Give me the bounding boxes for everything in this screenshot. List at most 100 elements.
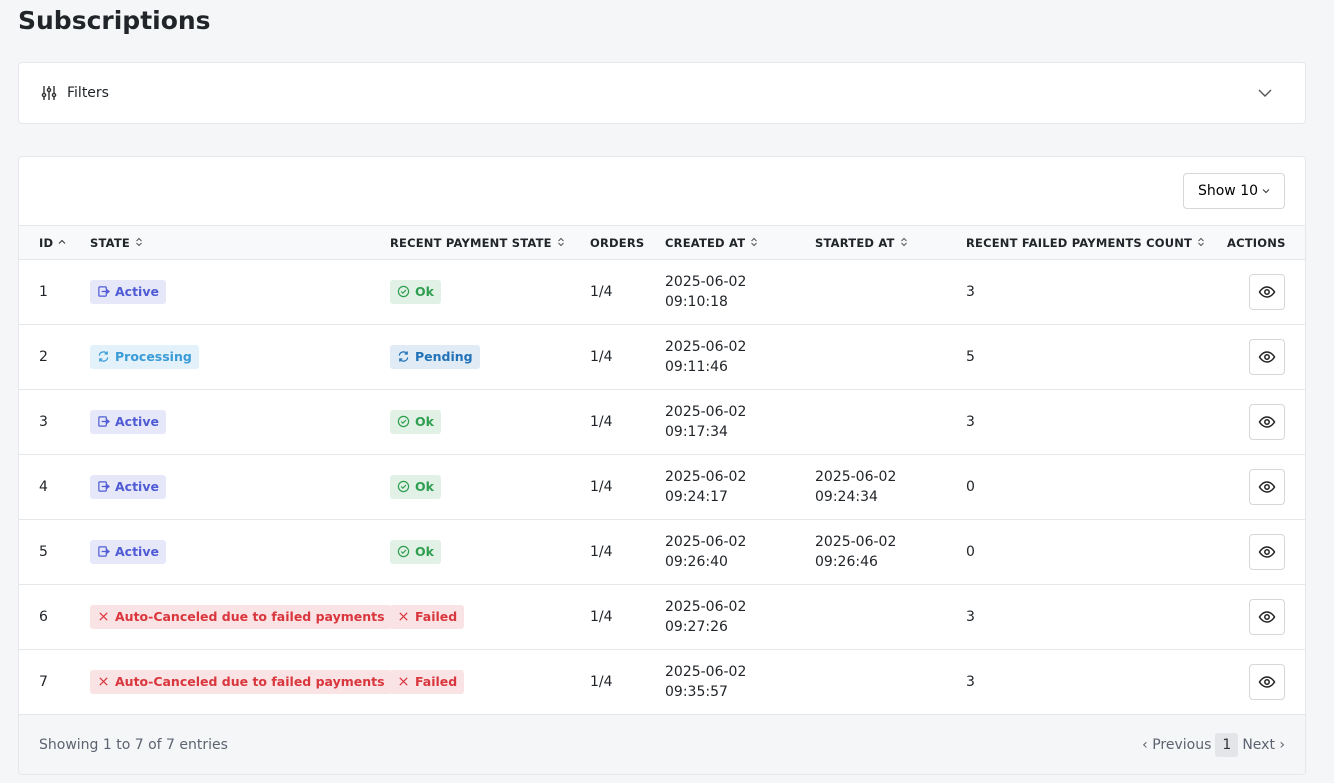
failed-count: 3 — [966, 674, 975, 690]
payment-badge-text: Failed — [415, 673, 458, 689]
filters-panel[interactable]: Filters — [18, 62, 1306, 124]
started-cell — [795, 389, 946, 455]
view-button[interactable] — [1249, 469, 1285, 505]
orders-cell: 1/4 — [570, 324, 645, 390]
eye-icon — [1258, 546, 1276, 558]
id: 6 — [39, 609, 48, 625]
orders: 1/4 — [590, 479, 613, 495]
column-header[interactable]: RECENT PAYMENT STATE — [370, 225, 570, 260]
failed-count: 0 — [966, 544, 975, 560]
datetime: 2025-06-02 09:35:57 — [665, 662, 795, 702]
orders: 1/4 — [590, 609, 613, 625]
id: 1 — [39, 284, 48, 300]
actions-cell — [1207, 519, 1305, 585]
id: 7 — [39, 674, 48, 690]
datetime: 2025-06-02 09:11:46 — [665, 337, 795, 377]
eye-icon — [1258, 676, 1276, 688]
date: 2025-06-02 — [665, 469, 747, 485]
previous-label: Previous — [1152, 736, 1212, 753]
state-cell: Processing — [70, 324, 370, 390]
datetime: 2025-06-02 09:27:26 — [665, 597, 795, 637]
page-button[interactable]: 1 — [1215, 732, 1239, 757]
payment-badge-text: Failed — [415, 608, 458, 624]
eye-icon — [1258, 286, 1276, 298]
sort-icon — [751, 237, 758, 246]
view-button[interactable] — [1249, 274, 1285, 310]
date: 2025-06-02 — [665, 274, 747, 290]
datetime: 2025-06-02 09:26:46 — [815, 532, 946, 572]
column-header[interactable]: STATE — [70, 225, 370, 260]
view-button[interactable] — [1249, 339, 1285, 375]
badge-icon — [399, 677, 408, 686]
state-cell: Active — [70, 519, 370, 585]
orders-cell: 1/4 — [570, 389, 645, 455]
date: 2025-06-02 — [665, 664, 747, 680]
state-badge-text: Active — [115, 543, 159, 559]
column-header: ORDERS — [570, 225, 645, 260]
payment-cell: Ok — [370, 454, 570, 520]
column-header[interactable]: CREATED AT — [645, 225, 795, 260]
started-cell: 2025-06-02 09:24:34 — [795, 454, 946, 520]
payment-badge-text: Ok — [415, 543, 434, 559]
next-button[interactable]: Next › — [1242, 736, 1285, 753]
page-title: Subscriptions — [18, 6, 211, 35]
orders-cell: 1/4 — [570, 454, 645, 520]
filters-label: Filters — [67, 85, 109, 101]
payment-cell: Failed — [370, 649, 570, 715]
chevron — [1262, 189, 1270, 194]
column-label: STATE — [90, 235, 130, 250]
previous-button[interactable]: ‹ Previous — [1142, 736, 1212, 753]
column-header[interactable]: ID — [19, 225, 70, 260]
id: 5 — [39, 544, 48, 560]
count-cell: 5 — [946, 324, 1207, 390]
date: 2025-06-02 — [815, 469, 897, 485]
column-label: ORDERS — [590, 235, 645, 250]
time: 09:35:57 — [665, 684, 728, 700]
id: 4 — [39, 479, 48, 495]
state-badge: Active — [90, 539, 166, 564]
pagination: ‹ Previous 1 Next › — [1142, 732, 1285, 757]
header-row: ID STATE RECENT PAYMENT STATE ORDERS CREATED… — [19, 225, 1305, 260]
state-cell: Active — [70, 389, 370, 455]
date: 2025-06-02 — [665, 534, 747, 550]
time: 09:27:26 — [665, 619, 728, 635]
sort-icon — [1198, 237, 1204, 246]
actions-cell — [1207, 324, 1305, 390]
orders: 1/4 — [590, 674, 613, 690]
started-cell — [795, 259, 946, 325]
badge-icon — [397, 546, 410, 558]
column-label: CREATED AT — [665, 235, 746, 250]
column-header[interactable]: RECENT FAILED PAYMENTS COUNT — [946, 225, 1207, 260]
orders: 1/4 — [590, 414, 613, 430]
failed-count: 3 — [966, 414, 975, 430]
page-size-button[interactable]: Show 10 — [1183, 173, 1285, 209]
datetime: 2025-06-02 09:17:34 — [665, 402, 795, 442]
started-cell — [795, 324, 946, 390]
state-badge-text: Processing — [115, 348, 192, 364]
state-badge: Active — [90, 474, 166, 499]
orders-cell: 1/4 — [570, 519, 645, 585]
entries-summary: Showing 1 to 7 of 7 entries — [39, 736, 228, 753]
count-cell: 3 — [946, 259, 1207, 325]
created-cell: 2025-06-02 09:11:46 — [645, 324, 795, 390]
view-button[interactable] — [1249, 664, 1285, 700]
badge-icon — [397, 286, 410, 298]
column-header[interactable]: STARTED AT — [795, 225, 946, 260]
filter-icon — [41, 86, 57, 100]
state-cell: Active — [70, 454, 370, 520]
badge-icon — [398, 351, 409, 362]
id-cell: 6 — [19, 584, 70, 650]
count-cell: 3 — [946, 389, 1207, 455]
time: 09:11:46 — [665, 359, 728, 375]
badge-icon — [98, 416, 110, 427]
view-button[interactable] — [1249, 599, 1285, 635]
time: 09:26:46 — [815, 554, 878, 570]
view-button[interactable] — [1249, 404, 1285, 440]
badge-icon — [98, 546, 110, 557]
datetime: 2025-06-02 09:24:34 — [815, 467, 946, 507]
actions-cell — [1207, 389, 1305, 455]
failed-count: 0 — [966, 479, 975, 495]
view-button[interactable] — [1249, 534, 1285, 570]
next-label: Next — [1242, 736, 1275, 753]
